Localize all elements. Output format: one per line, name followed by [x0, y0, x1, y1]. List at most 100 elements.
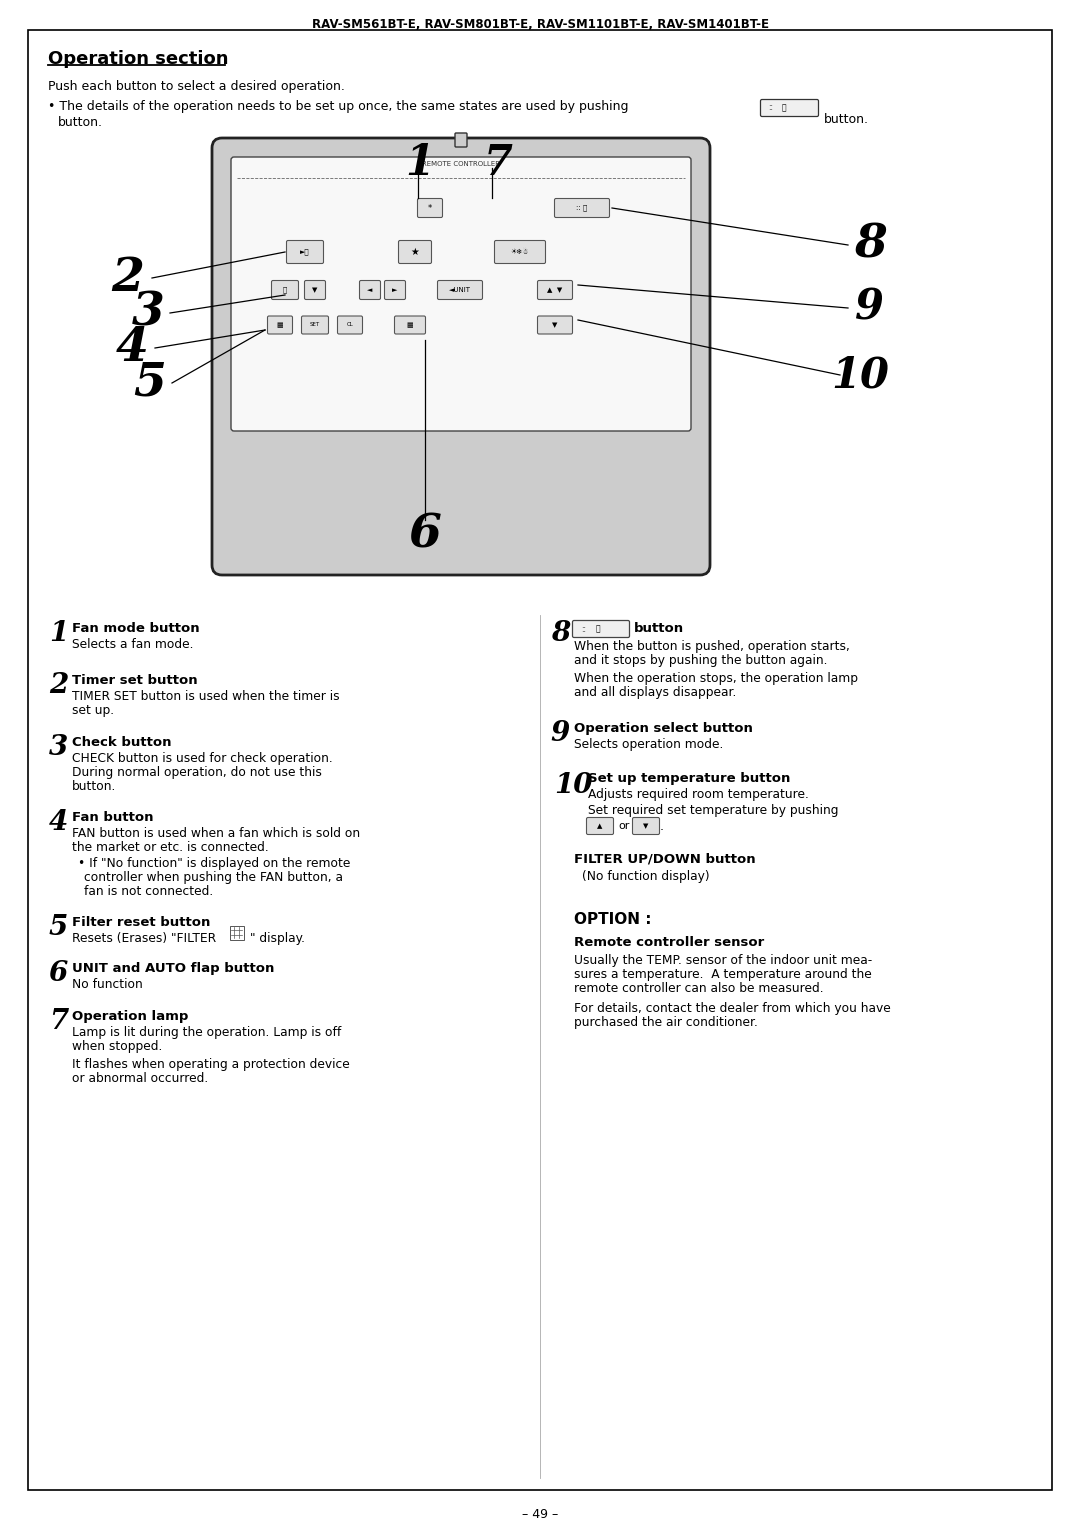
Text: ▦: ▦ [276, 322, 283, 328]
FancyBboxPatch shape [394, 316, 426, 334]
FancyBboxPatch shape [437, 281, 483, 299]
Text: 8: 8 [853, 223, 887, 268]
Text: *: * [428, 203, 432, 212]
Text: Set required set temperature by pushing: Set required set temperature by pushing [588, 804, 838, 817]
Text: 7: 7 [49, 1008, 68, 1035]
FancyBboxPatch shape [495, 241, 545, 264]
Text: Push each button to select a desired operation.: Push each button to select a desired ope… [48, 79, 345, 93]
Text: ▦: ▦ [407, 322, 414, 328]
Text: or: or [618, 820, 630, 831]
Text: 4: 4 [116, 325, 148, 371]
Text: 1: 1 [405, 142, 434, 185]
Text: • If "No function" is displayed on the remote: • If "No function" is displayed on the r… [78, 857, 350, 869]
FancyBboxPatch shape [538, 316, 572, 334]
Text: 5: 5 [49, 913, 68, 941]
Text: Operation lamp: Operation lamp [72, 1010, 188, 1023]
FancyBboxPatch shape [399, 241, 432, 264]
Text: button: button [634, 622, 684, 634]
Text: purchased the air conditioner.: purchased the air conditioner. [573, 1016, 758, 1029]
Text: For details, contact the dealer from which you have: For details, contact the dealer from whi… [573, 1002, 891, 1016]
Text: (No function display): (No function display) [582, 869, 710, 883]
FancyBboxPatch shape [360, 281, 380, 299]
Text: and all displays disappear.: and all displays disappear. [573, 686, 737, 698]
Text: SET: SET [310, 322, 320, 328]
Text: button.: button. [72, 779, 117, 793]
Text: fan is not connected.: fan is not connected. [84, 884, 213, 898]
FancyBboxPatch shape [212, 137, 710, 575]
FancyBboxPatch shape [384, 281, 405, 299]
Text: OPTION :: OPTION : [573, 912, 651, 927]
Text: button.: button. [824, 113, 869, 127]
Text: Operation section: Operation section [48, 50, 229, 69]
FancyBboxPatch shape [554, 198, 609, 218]
Text: CL: CL [347, 322, 353, 328]
Text: 7: 7 [484, 142, 513, 185]
Text: During normal operation, do not use this: During normal operation, do not use this [72, 766, 322, 779]
Text: .: . [660, 819, 664, 833]
FancyBboxPatch shape [286, 241, 324, 264]
FancyBboxPatch shape [231, 157, 691, 432]
Text: RAV-SM561BT-E, RAV-SM801BT-E, RAV-SM1101BT-E, RAV-SM1401BT-E: RAV-SM561BT-E, RAV-SM801BT-E, RAV-SM1101… [311, 18, 769, 30]
Text: Filter reset button: Filter reset button [72, 917, 211, 929]
Text: UNIT and AUTO flap button: UNIT and AUTO flap button [72, 962, 274, 974]
FancyBboxPatch shape [337, 316, 363, 334]
Text: TIMER SET button is used when the timer is: TIMER SET button is used when the timer … [72, 689, 339, 703]
FancyBboxPatch shape [229, 926, 243, 939]
Text: 9: 9 [551, 720, 570, 747]
Text: ⏻: ⏻ [782, 104, 786, 113]
FancyBboxPatch shape [268, 316, 293, 334]
Text: or abnormal occurred.: or abnormal occurred. [72, 1072, 208, 1084]
Text: ★: ★ [410, 247, 419, 258]
FancyBboxPatch shape [301, 316, 328, 334]
Text: Timer set button: Timer set button [72, 674, 198, 686]
Text: ::: :: [581, 625, 586, 633]
FancyBboxPatch shape [418, 198, 443, 218]
Text: FILTER UP/DOWN button: FILTER UP/DOWN button [573, 852, 756, 865]
Text: 10: 10 [554, 772, 593, 799]
Text: sures a temperature.  A temperature around the: sures a temperature. A temperature aroun… [573, 968, 872, 981]
Text: ▼: ▼ [644, 824, 649, 830]
Text: Selects operation mode.: Selects operation mode. [573, 738, 724, 750]
Text: It flashes when operating a protection device: It flashes when operating a protection d… [72, 1058, 350, 1071]
Text: No function: No function [72, 978, 143, 991]
FancyBboxPatch shape [538, 281, 572, 299]
Text: Operation select button: Operation select button [573, 721, 753, 735]
Text: 1: 1 [49, 621, 68, 647]
Text: 3: 3 [49, 734, 68, 761]
Text: 2: 2 [111, 255, 145, 300]
Text: Resets (Erases) "FILTER: Resets (Erases) "FILTER [72, 932, 216, 946]
Text: Fan button: Fan button [72, 811, 153, 824]
Text: button.: button. [58, 116, 103, 130]
FancyBboxPatch shape [586, 817, 613, 834]
Text: • The details of the operation needs to be set up once, the same states are used: • The details of the operation needs to … [48, 101, 629, 113]
Text: Set up temperature button: Set up temperature button [588, 772, 791, 785]
Text: ◄: ◄ [367, 287, 373, 293]
Text: Selects a fan mode.: Selects a fan mode. [72, 637, 193, 651]
Text: 6: 6 [49, 961, 68, 987]
Text: when stopped.: when stopped. [72, 1040, 162, 1052]
Text: When the operation stops, the operation lamp: When the operation stops, the operation … [573, 673, 858, 685]
Text: CHECK button is used for check operation.: CHECK button is used for check operation… [72, 752, 333, 766]
FancyBboxPatch shape [633, 817, 660, 834]
Text: When the button is pushed, operation starts,: When the button is pushed, operation sta… [573, 640, 850, 653]
FancyBboxPatch shape [455, 133, 467, 146]
Text: ▲: ▲ [597, 824, 603, 830]
FancyBboxPatch shape [760, 99, 819, 116]
FancyBboxPatch shape [572, 621, 630, 637]
Text: Lamp is lit during the operation. Lamp is off: Lamp is lit during the operation. Lamp i… [72, 1026, 341, 1039]
Text: ⏻: ⏻ [596, 625, 600, 633]
Text: 5: 5 [134, 360, 166, 406]
Text: 2: 2 [49, 673, 68, 698]
Text: REMOTE CONTROLLER: REMOTE CONTROLLER [422, 162, 500, 168]
FancyBboxPatch shape [271, 281, 298, 299]
Text: Remote controller sensor: Remote controller sensor [573, 936, 765, 949]
Text: ::: :: [768, 104, 773, 113]
Text: – 49 –: – 49 – [522, 1508, 558, 1520]
Text: ▲  ▼: ▲ ▼ [548, 287, 563, 293]
Text: the market or etc. is connected.: the market or etc. is connected. [72, 840, 269, 854]
Text: ⏲: ⏲ [283, 287, 287, 293]
Text: ▼: ▼ [312, 287, 318, 293]
FancyBboxPatch shape [305, 281, 325, 299]
Text: ☀❄☃: ☀❄☃ [511, 249, 529, 255]
Text: Fan mode button: Fan mode button [72, 622, 200, 634]
